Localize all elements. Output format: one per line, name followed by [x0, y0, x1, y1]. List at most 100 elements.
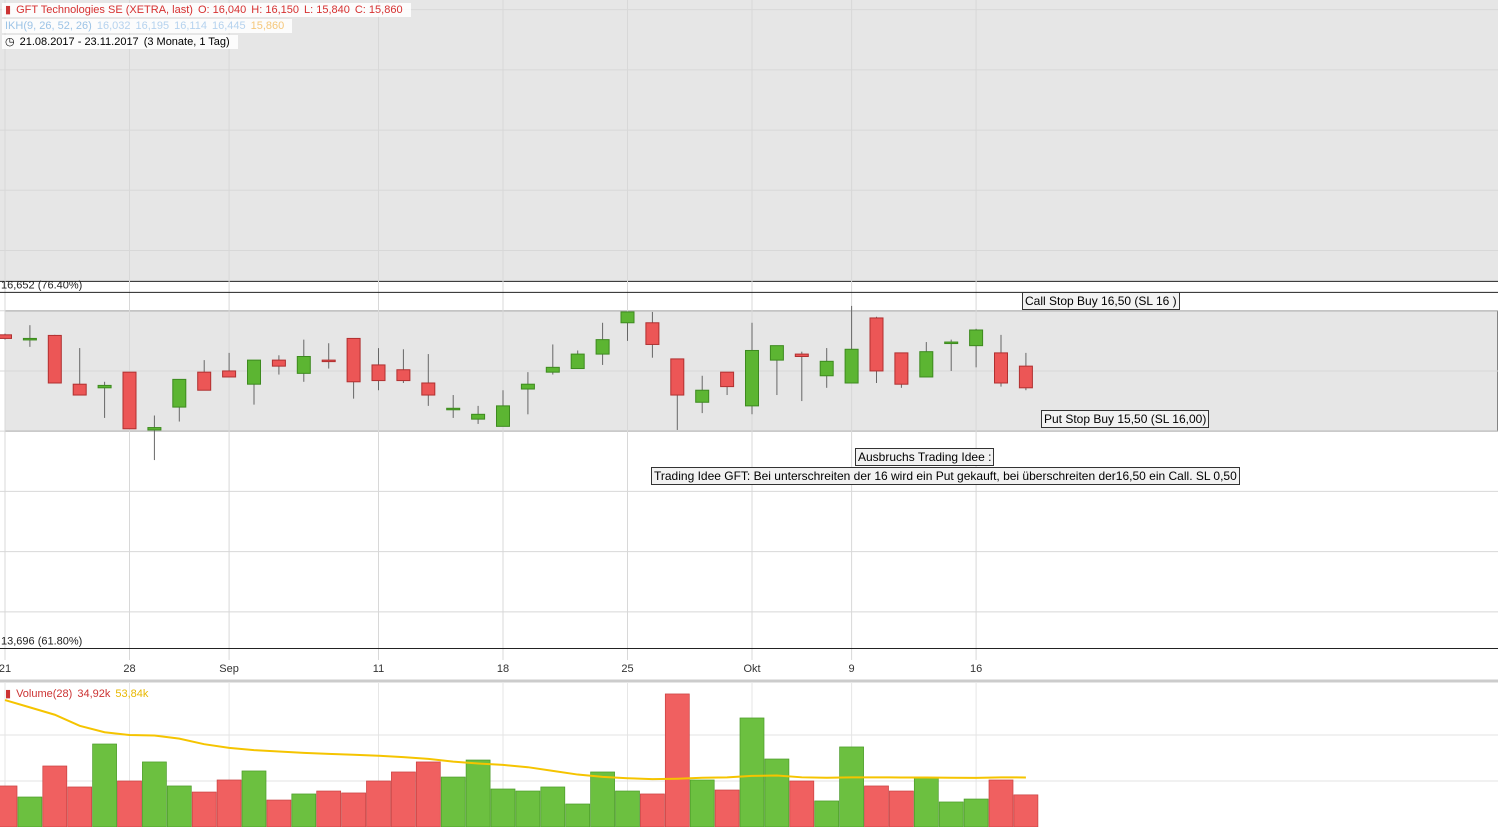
volume-bar	[540, 786, 566, 827]
volume-bar	[590, 771, 615, 827]
volume-value: 34,92k	[77, 688, 111, 700]
volume-bar	[142, 761, 167, 827]
candle-body	[321, 359, 336, 363]
volume-bar	[913, 777, 939, 827]
candle-body	[720, 371, 735, 388]
volume-bar	[316, 790, 342, 827]
candle-body	[97, 384, 112, 389]
candle-body	[819, 360, 834, 377]
note: Ausbruchs Trading Idee :	[855, 448, 995, 466]
volume-bar	[814, 800, 840, 827]
indicator: IKH(9, 26, 52, 26)	[5, 20, 92, 32]
volume-bar	[889, 790, 914, 827]
instrument: GFT Technologies SE (XETRA, last)	[16, 4, 193, 16]
candle-body	[247, 359, 261, 385]
legend-indicator: IKH(9, 26, 52, 26) 16,032 16,195 16,114 16,4…	[2, 19, 293, 33]
volume-bar	[565, 803, 591, 827]
candle-body	[545, 366, 560, 373]
volume-bar	[92, 743, 117, 827]
candle-body	[894, 352, 909, 385]
ohlc: O: 16,040	[197, 4, 247, 16]
candle-body	[695, 389, 710, 403]
candle-body	[147, 427, 162, 431]
candle-body	[396, 369, 411, 382]
volume-bar	[266, 799, 292, 827]
note: Call Stop Buy 16,50 (SL 16 )	[1022, 292, 1180, 310]
candle-body	[745, 349, 759, 407]
volume-bar	[739, 717, 765, 827]
x-tick-label: 9	[849, 663, 855, 675]
candle-body	[620, 311, 635, 324]
volume-bar	[0, 785, 18, 827]
indicator-value: 16,114	[174, 20, 207, 32]
candle-body	[222, 370, 237, 378]
volume-title: Volume(28)	[16, 688, 73, 700]
candle-body	[72, 383, 87, 396]
volume-bar	[341, 792, 366, 827]
volume-bar	[714, 789, 740, 827]
volume-bar	[440, 776, 466, 827]
candle-body	[645, 322, 660, 345]
candle-body	[969, 329, 984, 347]
x-tick-label: Sep	[219, 663, 239, 675]
candle-body	[496, 405, 510, 427]
volume-bar	[465, 759, 491, 827]
volume-bar	[191, 791, 217, 827]
volume-bar	[17, 796, 43, 827]
candle-body	[794, 353, 809, 357]
x-tick-label: 18	[497, 663, 509, 675]
volume-ma-line	[4, 699, 1026, 781]
candle-body	[296, 355, 311, 374]
upper-zone	[0, 0, 1498, 282]
indicator-value: 16,032	[96, 20, 131, 32]
ohlc: L: 15,840	[303, 4, 350, 16]
note: Put Stop Buy 15,50 (SL 16,00)	[1041, 410, 1210, 428]
candle-body	[197, 371, 212, 391]
volume-bar	[515, 790, 541, 827]
candle-body	[919, 351, 934, 378]
volume-bar	[789, 780, 815, 827]
volume-bar	[366, 780, 391, 827]
x-tick-label: 25	[621, 663, 633, 675]
volume-bar	[764, 758, 790, 827]
volume-bar	[664, 693, 690, 827]
note: Trading Idee GFT: Bei unterschreiten der…	[651, 467, 1240, 485]
candle-body	[520, 383, 535, 390]
volume-bar	[689, 779, 715, 827]
volume-bar	[166, 785, 192, 827]
volume-bar	[938, 801, 964, 827]
candle-body	[346, 337, 361, 383]
icon: ▮	[5, 4, 12, 16]
legend-volume: ▮ Volume(28) 34,92k 53,84k	[2, 687, 156, 701]
x-tick-label: 16	[970, 663, 982, 675]
period-note: (3 Monate, 1 Tag)	[143, 36, 230, 48]
x-tick-label: Okt	[743, 663, 760, 675]
candle-body	[869, 317, 884, 372]
level-label: 13,696 (61.80%)	[1, 635, 82, 647]
clock-icon: ◷	[5, 36, 15, 48]
candle-body	[271, 359, 286, 367]
volume-bar	[640, 793, 665, 827]
volume-bar	[42, 765, 68, 827]
volume-bar	[615, 790, 640, 827]
candle-body	[446, 407, 461, 411]
volume-bar	[988, 779, 1014, 827]
candle-body	[421, 382, 436, 396]
candle-body	[944, 341, 959, 345]
volume-bar	[391, 771, 416, 827]
volume-bar	[67, 786, 93, 827]
volume-bar	[490, 788, 516, 827]
legend-price: ▮ GFT Technologies SE (XETRA, last) O: 16,…	[2, 3, 411, 17]
icon: ▮	[5, 688, 12, 700]
volume-bar	[963, 798, 989, 827]
legend-period: ◷ 21.08.2017 - 23.11.2017 (3 Monate, 1 Tag…	[2, 35, 238, 49]
volume-bar	[839, 746, 864, 827]
period: 21.08.2017 - 23.11.2017	[19, 36, 139, 48]
ohlc: C: 15,860	[354, 4, 403, 16]
ohlc: H: 16,150	[251, 4, 299, 16]
candle-body	[769, 345, 784, 361]
candle-body	[0, 334, 12, 339]
candle-body	[371, 364, 386, 382]
